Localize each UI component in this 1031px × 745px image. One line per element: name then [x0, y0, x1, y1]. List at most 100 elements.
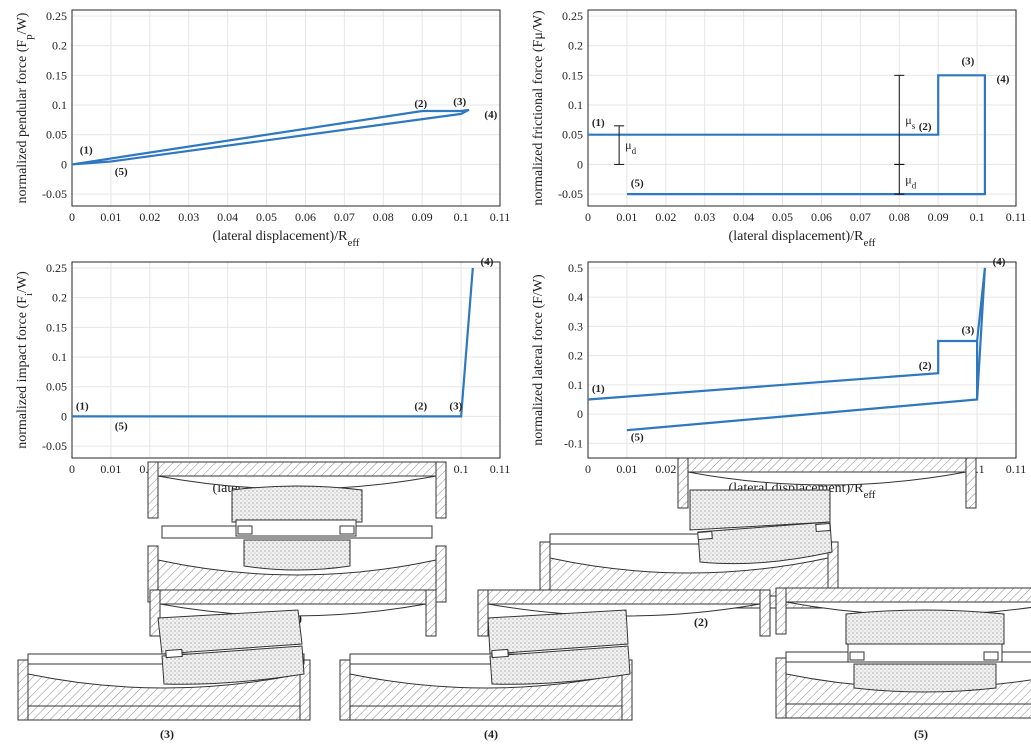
y-tick-label: 0.2 [52, 291, 67, 305]
x-tick-label: 0.03 [178, 210, 199, 224]
x-tick-label: 0.09 [928, 210, 949, 224]
x-tick-label: 0.11 [1006, 210, 1027, 224]
x-tick-label: 0.07 [334, 210, 355, 224]
x-tick-label: 0.1 [454, 462, 469, 476]
point-annotation: (5) [631, 431, 644, 443]
point-annotation: (5) [115, 166, 128, 178]
x-tick-label: 0.11 [490, 462, 511, 476]
plot-frame [71, 9, 501, 207]
x-tick-label: 0 [69, 462, 75, 476]
point-annotation: (3) [449, 400, 462, 412]
x-tick-label: 0 [585, 210, 591, 224]
x-tick-label: 0.03 [694, 210, 715, 224]
y-tick-label: 0 [61, 157, 67, 171]
mu-label: μs [905, 113, 915, 131]
point-annotation: (5) [115, 420, 128, 432]
y-axis-label: normalized lateral force (F/W) [531, 274, 546, 446]
x-tick-label: 0 [585, 462, 591, 476]
y-tick-label: 0.5 [568, 261, 583, 275]
y-tick-label: -0.1 [564, 436, 583, 450]
x-tick-label: 0.11 [1006, 462, 1027, 476]
x-tick-label: 0.08 [373, 210, 394, 224]
y-tick-label: 0.1 [52, 350, 67, 364]
y-tick-label: 0.15 [46, 68, 67, 82]
x-tick-label: 0.1 [970, 210, 985, 224]
point-annotation: (3) [453, 96, 466, 108]
diagram-label-2: (2) [694, 615, 708, 629]
y-axis-label: normalized frictional force (Fμ/W) [531, 10, 546, 206]
series-line [71, 108, 470, 166]
point-annotation: (4) [481, 256, 494, 268]
mu-label: μd [905, 172, 916, 190]
point-annotation: (3) [962, 325, 975, 337]
series-line [587, 267, 986, 432]
x-tick-label: 0.08 [889, 210, 910, 224]
point-annotation: (2) [414, 98, 427, 110]
y-tick-label: 0.3 [568, 319, 583, 333]
point-annotation: (1) [76, 400, 89, 412]
bearing-diagram-5: (5) [775, 587, 1031, 741]
y-tick-label: 0.4 [568, 290, 583, 304]
diagram-label-5: (5) [914, 727, 928, 741]
series-line [588, 74, 987, 196]
y-tick-label: 0.05 [46, 128, 67, 142]
x-tick-label: 0.06 [295, 210, 316, 224]
y-tick-label: 0.05 [562, 128, 583, 142]
point-annotation: (3) [962, 56, 975, 68]
point-annotation: (5) [631, 177, 644, 189]
point-annotation: (2) [414, 400, 427, 412]
x-tick-label: 0.04 [217, 210, 238, 224]
y-tick-label: 0.05 [46, 380, 67, 394]
y-tick-label: 0.25 [46, 261, 67, 275]
point-annotation: (2) [919, 360, 932, 372]
x-tick-label: 0.01 [616, 210, 637, 224]
point-annotation: (1) [592, 383, 605, 395]
x-tick-label: 0.05 [772, 210, 793, 224]
y-tick-label: 0.15 [562, 68, 583, 82]
point-annotation: (4) [484, 109, 497, 121]
y-tick-label: 0.1 [568, 378, 583, 392]
x-tick-label: 0 [69, 210, 75, 224]
frictional-force-chart: 0 0.01 0.02 0.03 0.04 0.05 0.06 0.07 0.08 0.09 0.1… [531, 9, 1026, 249]
y-tick-label: 0.25 [46, 9, 67, 23]
point-annotation: (2) [919, 121, 932, 133]
y-tick-label: 0.1 [568, 98, 583, 112]
y-tick-label: 0.2 [568, 39, 583, 53]
x-tick-label: 0.07 [850, 210, 871, 224]
x-axis-label: (lateral displacement)/Reff [213, 229, 360, 249]
y-tick-label: 0.2 [568, 349, 583, 363]
y-tick-label: 0 [577, 407, 583, 421]
plot-frame [587, 9, 1017, 207]
point-annotation: (4) [993, 256, 1006, 268]
x-tick-label: 0.06 [811, 210, 832, 224]
bearing-diagram-3: (3) [17, 589, 437, 741]
x-tick-label: 0.01 [100, 210, 121, 224]
y-tick-label: 0.2 [52, 39, 67, 53]
y-axis-label: normalized pendular force (Fp/W) [15, 12, 35, 203]
plot-frame [71, 261, 501, 459]
diagram-label-4: (4) [484, 727, 498, 741]
point-annotation: (1) [592, 117, 605, 129]
x-tick-label: 0.01 [100, 462, 121, 476]
x-tick-label: 0.02 [139, 210, 160, 224]
x-tick-label: 0.09 [412, 210, 433, 224]
y-tick-label: -0.05 [42, 439, 67, 453]
x-tick-label: 0.02 [655, 210, 676, 224]
diagram-label-3: (3) [160, 727, 174, 741]
y-tick-label: 0 [61, 409, 67, 423]
bearing-diagram-4: (4) [339, 589, 771, 741]
y-axis-label: normalized impact force (Fi/W) [15, 271, 35, 449]
y-tick-label: -0.05 [558, 187, 583, 201]
y-tick-label: 0.1 [52, 98, 67, 112]
point-annotation: (1) [80, 145, 93, 157]
y-tick-label: 0.15 [46, 320, 67, 334]
x-tick-label: 0.04 [733, 210, 754, 224]
y-tick-label: 0.25 [562, 9, 583, 23]
x-tick-label: 0.1 [454, 210, 469, 224]
bearing-diagrams: (1) (2) [17, 457, 1031, 741]
series-line [72, 267, 474, 418]
x-tick-label: 0.02 [655, 462, 676, 476]
x-tick-label: 0.05 [256, 210, 277, 224]
y-tick-label: -0.05 [42, 187, 67, 201]
